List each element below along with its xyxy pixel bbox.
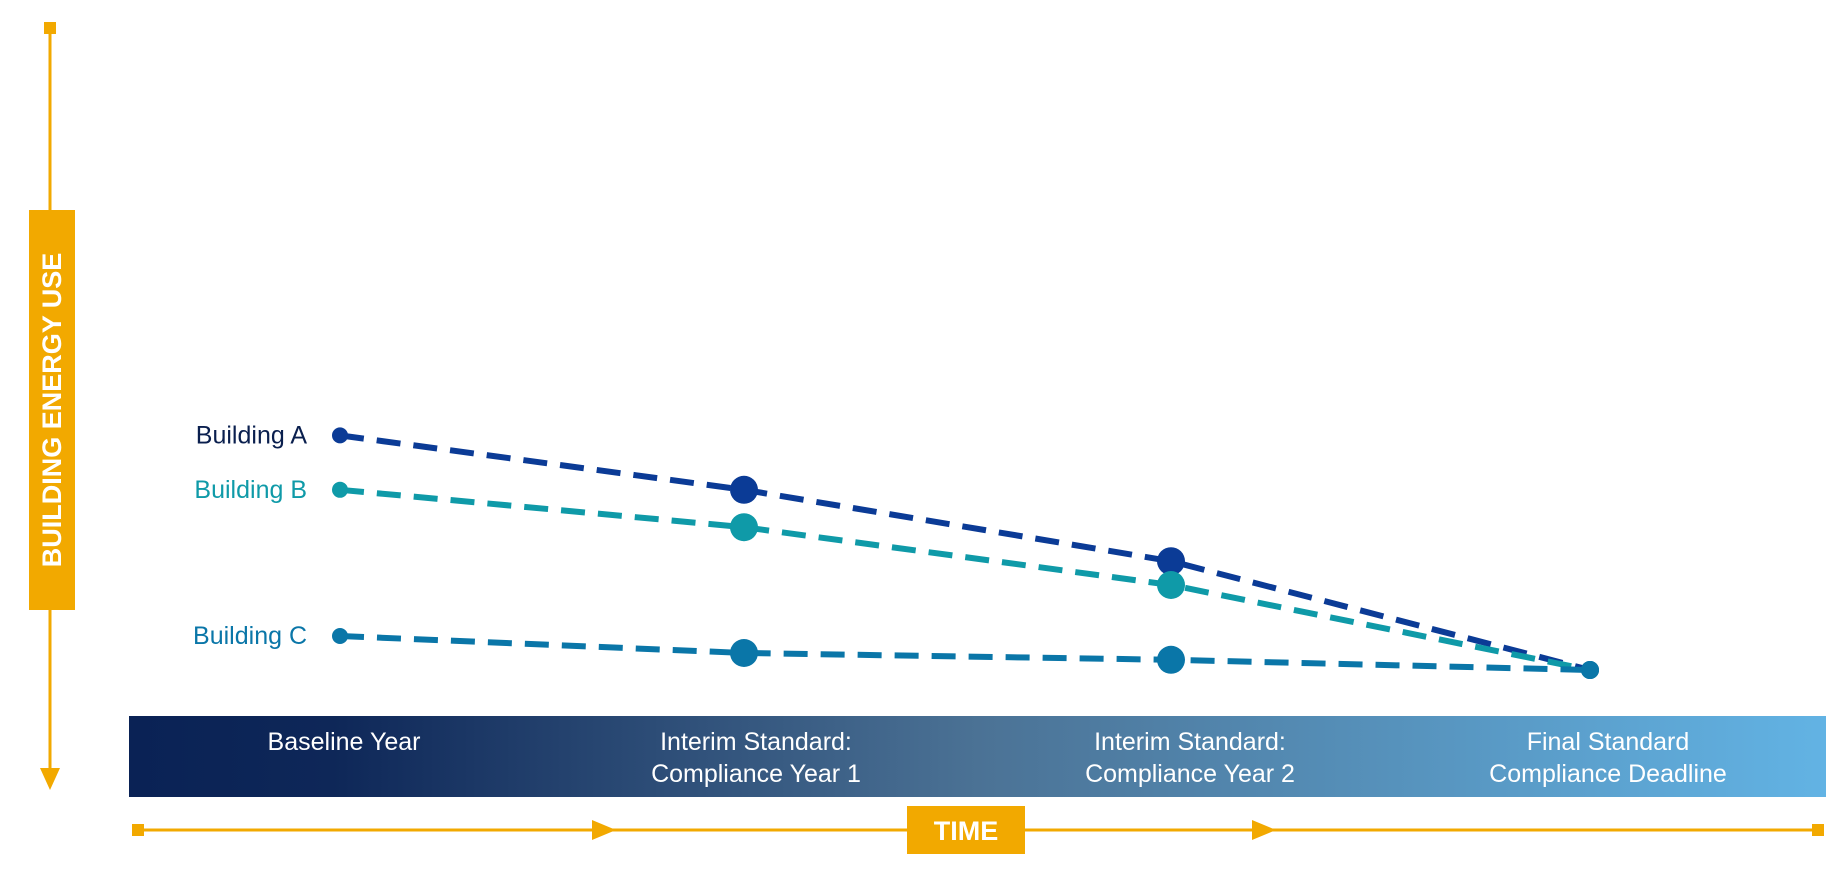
building-c-trajectory [332, 628, 1599, 679]
x-axis-arrow-icon [592, 820, 616, 840]
building-a-point [1157, 547, 1185, 576]
stage-label: Compliance Year 2 [1085, 760, 1295, 788]
building-b-point [332, 481, 348, 498]
stage-label: Compliance Year 1 [651, 760, 861, 788]
building-c-point [332, 628, 348, 644]
building-a-dashed-line [339, 432, 1591, 673]
building-trajectories [332, 427, 1599, 679]
x-axis-arrow-icon [1252, 820, 1276, 840]
stage-label: Compliance Deadline [1489, 760, 1727, 788]
y-axis-start-marker [44, 22, 56, 34]
building-b-trajectory [332, 481, 1599, 679]
x-axis-label-box [907, 806, 1025, 854]
x-axis: TIME [132, 806, 1824, 854]
x-axis-label: TIME [934, 816, 999, 846]
y-axis-arrow-icon [40, 768, 60, 790]
building-c-point [1581, 661, 1599, 679]
building-c-point [1157, 645, 1185, 674]
building-b-point [1157, 571, 1185, 599]
building-a-point [332, 427, 348, 444]
building-c-dashed-line [339, 633, 1591, 673]
building-labels: Building A Building B Building C [193, 421, 307, 650]
y-axis-label: BUILDING ENERGY USE [37, 253, 67, 568]
stage-label: Baseline Year [268, 728, 421, 756]
building-b-point [730, 513, 758, 542]
y-axis: BUILDING ENERGY USE [29, 22, 75, 790]
building-c-point [730, 639, 758, 667]
x-axis-start-marker [132, 824, 144, 836]
building-a-point [730, 475, 758, 504]
building-c-label: Building C [193, 622, 307, 650]
stage-label: Interim Standard: [1094, 728, 1286, 756]
y-axis-label-box [29, 210, 75, 610]
stage-label: Interim Standard: [660, 728, 852, 756]
timeline-band: Baseline Year Interim Standard: Complian… [129, 716, 1826, 797]
timeline-band-background [129, 716, 1826, 797]
building-b-dashed-line [339, 486, 1591, 673]
building-a-label: Building A [196, 421, 308, 449]
building-a-trajectory [332, 427, 1599, 679]
stage-label: Final Standard [1527, 728, 1690, 756]
building-b-label: Building B [194, 476, 307, 504]
x-axis-end-marker [1812, 824, 1824, 836]
